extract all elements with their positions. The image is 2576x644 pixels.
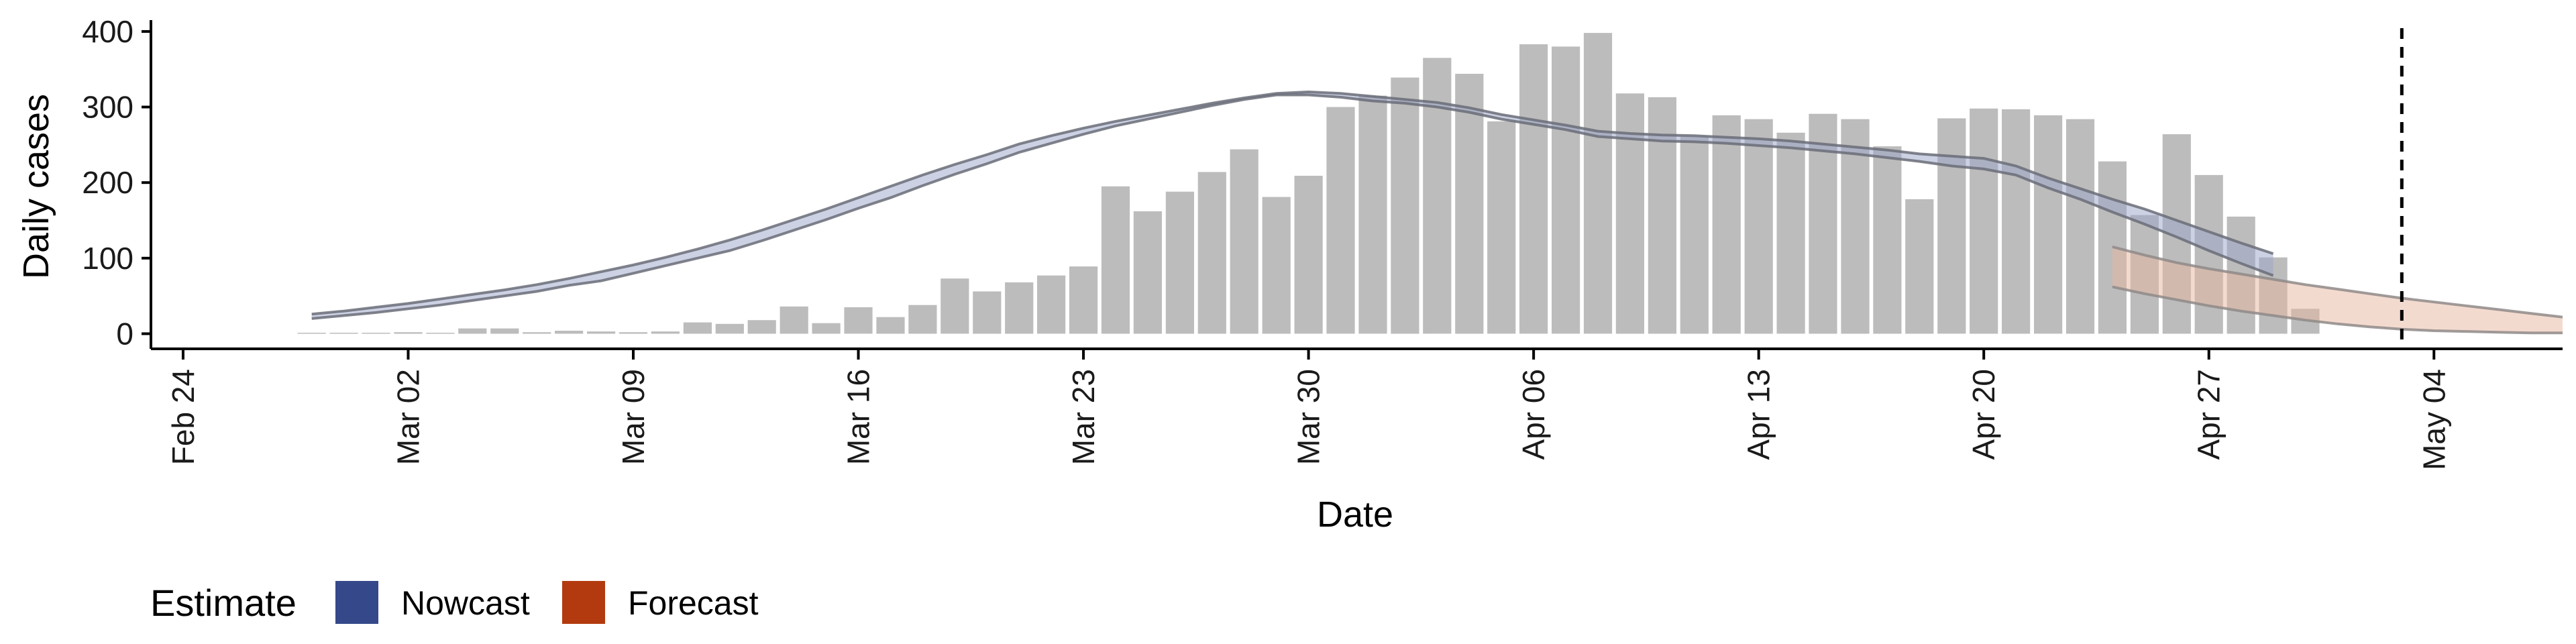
bar	[1680, 136, 1709, 334]
bar	[1391, 77, 1419, 334]
y-axis-title: Daily cases	[16, 94, 56, 279]
bar	[2002, 109, 2031, 334]
bar	[908, 305, 937, 334]
bar	[651, 331, 680, 334]
bar	[329, 333, 358, 334]
bar	[1712, 115, 1741, 334]
bar	[1037, 275, 1066, 334]
bar	[876, 317, 905, 334]
x-tick-label: Apr 06	[1516, 369, 1551, 460]
x-axis-title: Date	[1317, 494, 1393, 535]
y-axis-ticks: 0 100 200 300 400	[82, 14, 151, 351]
bar	[1970, 108, 1998, 334]
legend-swatch-nowcast	[335, 581, 378, 624]
bar	[362, 333, 390, 334]
bar	[1487, 121, 1516, 334]
bar	[780, 306, 808, 334]
x-tick-label: Apr 27	[2192, 369, 2226, 460]
nowcast-upper-line	[311, 90, 2274, 316]
bar	[1133, 211, 1162, 334]
x-tick-label: Mar 23	[1066, 369, 1101, 465]
bar	[941, 278, 969, 334]
forecast-series	[2112, 245, 2563, 335]
x-axis-ticks: Feb 24 Mar 02 Mar 09 Mar 16 Mar 23 Mar 30 Apr …	[166, 349, 2451, 470]
legend-swatch-forecast	[562, 581, 605, 624]
y-tick-label: 400	[82, 14, 133, 49]
bar	[1358, 95, 1387, 334]
bar	[587, 331, 616, 334]
bar	[683, 322, 712, 334]
bar	[297, 333, 326, 334]
bar	[2065, 119, 2095, 334]
x-tick-label: Feb 24	[166, 369, 201, 465]
bar	[1905, 199, 1934, 334]
bar	[394, 332, 423, 334]
axes: 0 100 200 300 400 Feb 24 Mar 02 Mar 09 Mar 16 Ma…	[82, 14, 2563, 470]
bar	[1552, 46, 1580, 334]
bar	[490, 328, 519, 334]
bar	[747, 320, 776, 334]
bar	[1423, 58, 1452, 334]
bar	[1165, 191, 1194, 334]
legend: Estimate Nowcast Forecast	[150, 581, 759, 624]
x-tick-label: May 04	[2416, 369, 2451, 470]
bar	[812, 323, 841, 334]
bar	[973, 291, 1002, 334]
bar	[1005, 282, 1034, 334]
bar	[1873, 146, 1902, 334]
bar	[1615, 93, 1644, 334]
x-tick-label: Mar 30	[1291, 369, 1326, 465]
bar	[1455, 74, 1484, 334]
bar	[1101, 186, 1130, 334]
legend-title: Estimate	[150, 582, 297, 624]
bar	[555, 331, 584, 334]
forecast-lower-line	[2112, 285, 2563, 335]
bar	[2034, 115, 2063, 334]
bar-series	[297, 33, 2320, 334]
x-tick-label: Apr 20	[1966, 369, 2001, 460]
y-tick-label: 200	[82, 165, 133, 200]
bar	[1069, 266, 1098, 334]
bar	[1648, 97, 1676, 334]
x-tick-label: Mar 02	[391, 369, 426, 465]
bar	[1519, 44, 1548, 334]
nowcast-lower-line	[311, 93, 2274, 320]
legend-label-nowcast: Nowcast	[401, 584, 530, 622]
bar	[1744, 119, 1773, 334]
bar	[619, 332, 648, 334]
x-tick-label: Apr 13	[1741, 369, 1776, 460]
bar	[715, 323, 744, 334]
bar	[844, 307, 873, 334]
y-tick-label: 300	[82, 90, 133, 125]
bar	[1294, 176, 1323, 334]
nowcast-series	[311, 90, 2274, 320]
bar	[1197, 172, 1226, 334]
bar	[1326, 107, 1355, 334]
forecast-upper-line	[2112, 245, 2563, 319]
bar	[1230, 149, 1258, 334]
legend-label-forecast: Forecast	[628, 584, 759, 622]
bar	[1262, 197, 1291, 334]
y-tick-label: 100	[82, 241, 133, 276]
bar	[1776, 132, 1805, 334]
x-tick-label: Mar 16	[841, 369, 876, 465]
bar	[1583, 33, 1613, 334]
bar	[426, 333, 455, 334]
bar	[1937, 118, 1966, 334]
x-tick-label: Mar 09	[616, 369, 651, 465]
y-tick-label: 0	[116, 316, 133, 351]
bar	[523, 332, 551, 334]
plot-area	[297, 28, 2563, 349]
bar	[458, 328, 487, 334]
